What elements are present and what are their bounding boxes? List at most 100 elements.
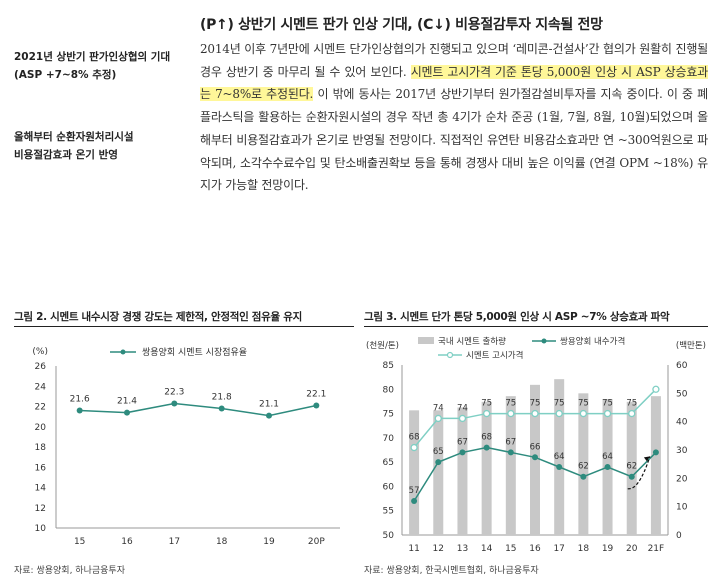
left-tick-label: 65: [383, 458, 394, 468]
listed-price-point: [531, 409, 539, 418]
listed-price-label: 74: [433, 403, 444, 413]
listed-price-point: [603, 409, 612, 418]
data-label: 21.4: [117, 397, 137, 407]
increase-arrow-line: [627, 456, 651, 490]
domestic-price-label: 65: [433, 447, 444, 457]
listed-price-point: [482, 409, 491, 418]
shipment-bar: [433, 410, 444, 535]
figure2-chart: (%) 10 12 14 16 18 20 22 24 26 15 16 17 18 19 20P 쌍용양회 시…: [32, 346, 340, 547]
left-tick-label: 80: [383, 385, 395, 395]
x-tick-label: 20P: [308, 537, 325, 547]
domestic-price-label: 67: [505, 437, 516, 447]
domestic-price-point: [556, 464, 563, 470]
figure3-source: 자료: 쌍용양회, 한국시멘트협회, 하나금융투자: [364, 566, 539, 576]
x-tick-label: 21F: [648, 544, 665, 554]
right-axis-unit: (백만톤): [676, 340, 706, 351]
side-note-line: (ASP +7~8% 추정): [14, 69, 117, 81]
x-tick-label: 15: [74, 537, 85, 547]
legend-marker: [120, 349, 126, 355]
listed-price-point: [555, 409, 563, 418]
domestic-price-label: 67: [457, 437, 468, 447]
data-point: [171, 400, 178, 407]
data-label: 21.6: [70, 395, 90, 405]
y-tick-label: 18: [35, 443, 47, 453]
left-tick-label: 85: [383, 361, 394, 371]
paragraph-part2: 이 밖에 동사는 2017년 상반기부터 원가절감설비투자를 지속 중이다. 이…: [200, 87, 708, 193]
listed-price-label: 75: [554, 399, 565, 409]
listed-price-label: 75: [578, 399, 589, 409]
legend-label: 국내 시멘트 출하량: [438, 336, 506, 347]
right-tick-label: 40: [676, 418, 688, 428]
domestic-price-point: [507, 449, 514, 456]
listed-price-label: 74: [457, 403, 468, 413]
listed-price-label: 75: [505, 399, 516, 409]
side-note-cost: 올해부터 순환자원처리시설 비용절감효과 온기 반영: [14, 128, 134, 164]
y-tick-label: 22: [35, 403, 46, 413]
side-note-line: 2021년 상반기 판가인상협의 기대: [14, 51, 171, 63]
right-tick-label: 20: [676, 474, 688, 484]
data-label: 21.8: [212, 393, 232, 403]
right-tick-label: 10: [676, 503, 688, 513]
listed-price-point: [410, 443, 418, 452]
domestic-price-point: [652, 449, 659, 456]
domestic-price-label: 57: [409, 486, 420, 496]
shipment-bar: [578, 393, 589, 535]
shipment-bar: [650, 396, 661, 535]
shipment-bar: [481, 401, 492, 535]
domestic-price-label: 62: [578, 462, 589, 472]
y-tick-label: 12: [35, 504, 46, 514]
legend-label: 쌍용양회 내수가격: [560, 336, 625, 347]
x-tick-label: 14: [481, 544, 493, 554]
domestic-price-point: [483, 444, 490, 451]
shipment-bar: [457, 407, 468, 535]
listed-price-point: [507, 409, 515, 418]
x-tick-label: 11: [408, 544, 419, 554]
domestic-price-point: [411, 498, 418, 504]
shipment-bar: [505, 396, 516, 535]
shipment-bar: [626, 401, 637, 535]
domestic-price-point: [532, 454, 538, 461]
x-tick-label: 15: [505, 544, 516, 554]
y-axis-unit: (%): [32, 347, 48, 357]
listed-price-point: [579, 409, 588, 418]
domestic-price-point: [459, 449, 466, 456]
x-tick-label: 16: [529, 544, 541, 554]
left-tick-label: 75: [383, 410, 394, 420]
data-point: [124, 409, 130, 416]
data-label: 21.1: [259, 400, 279, 410]
domestic-price-label: 64: [602, 452, 613, 462]
data-point: [76, 407, 83, 414]
left-tick-label: 70: [383, 434, 395, 444]
listed-price-label: 75: [530, 399, 541, 409]
shipment-bar: [409, 410, 420, 535]
body-paragraph: 2014년 이후 7년만에 시멘트 단가인상협의가 진행되고 있으며 ‘레미콘-…: [200, 38, 708, 197]
x-tick-label: 16: [121, 537, 133, 547]
side-note-line: 비용절감효과 온기 반영: [14, 149, 118, 161]
data-point: [218, 405, 225, 412]
listed-price-label: 75: [481, 399, 492, 409]
side-note-asp: 2021년 상반기 판가인상협의 기대 (ASP +7~8% 추정): [14, 48, 170, 84]
right-tick-label: 0: [676, 531, 682, 541]
figure2-source: 자료: 쌍용양회, 하나금융투자: [14, 566, 125, 576]
x-tick-label: 17: [553, 544, 564, 554]
domestic-price-label: 68: [481, 433, 492, 443]
domestic-price-label: 62: [626, 462, 637, 472]
x-tick-label: 19: [602, 544, 614, 554]
x-tick-label: 18: [578, 544, 590, 554]
legend-label: 시멘트 고시가격: [466, 350, 523, 361]
legend-label: 쌍용양회 시멘트 시장점유율: [142, 346, 247, 358]
x-tick-label: 17: [169, 537, 180, 547]
y-tick-label: 24: [35, 382, 47, 392]
right-tick-label: 60: [676, 361, 688, 371]
x-tick-label: 12: [433, 544, 444, 554]
domestic-price-point: [435, 459, 442, 466]
x-tick-label: 20: [626, 544, 638, 554]
data-label: 22.1: [306, 389, 326, 399]
listed-price-point: [434, 414, 442, 423]
figure2-rule: [14, 326, 354, 327]
domestic-price-point: [580, 473, 587, 480]
domestic-price-point: [604, 464, 611, 470]
y-tick-label: 20: [35, 423, 47, 433]
section-heading: (P↑) 상반기 시멘트 판가 인상 기대, (C↓) 비용절감투자 지속될 전…: [200, 17, 603, 33]
